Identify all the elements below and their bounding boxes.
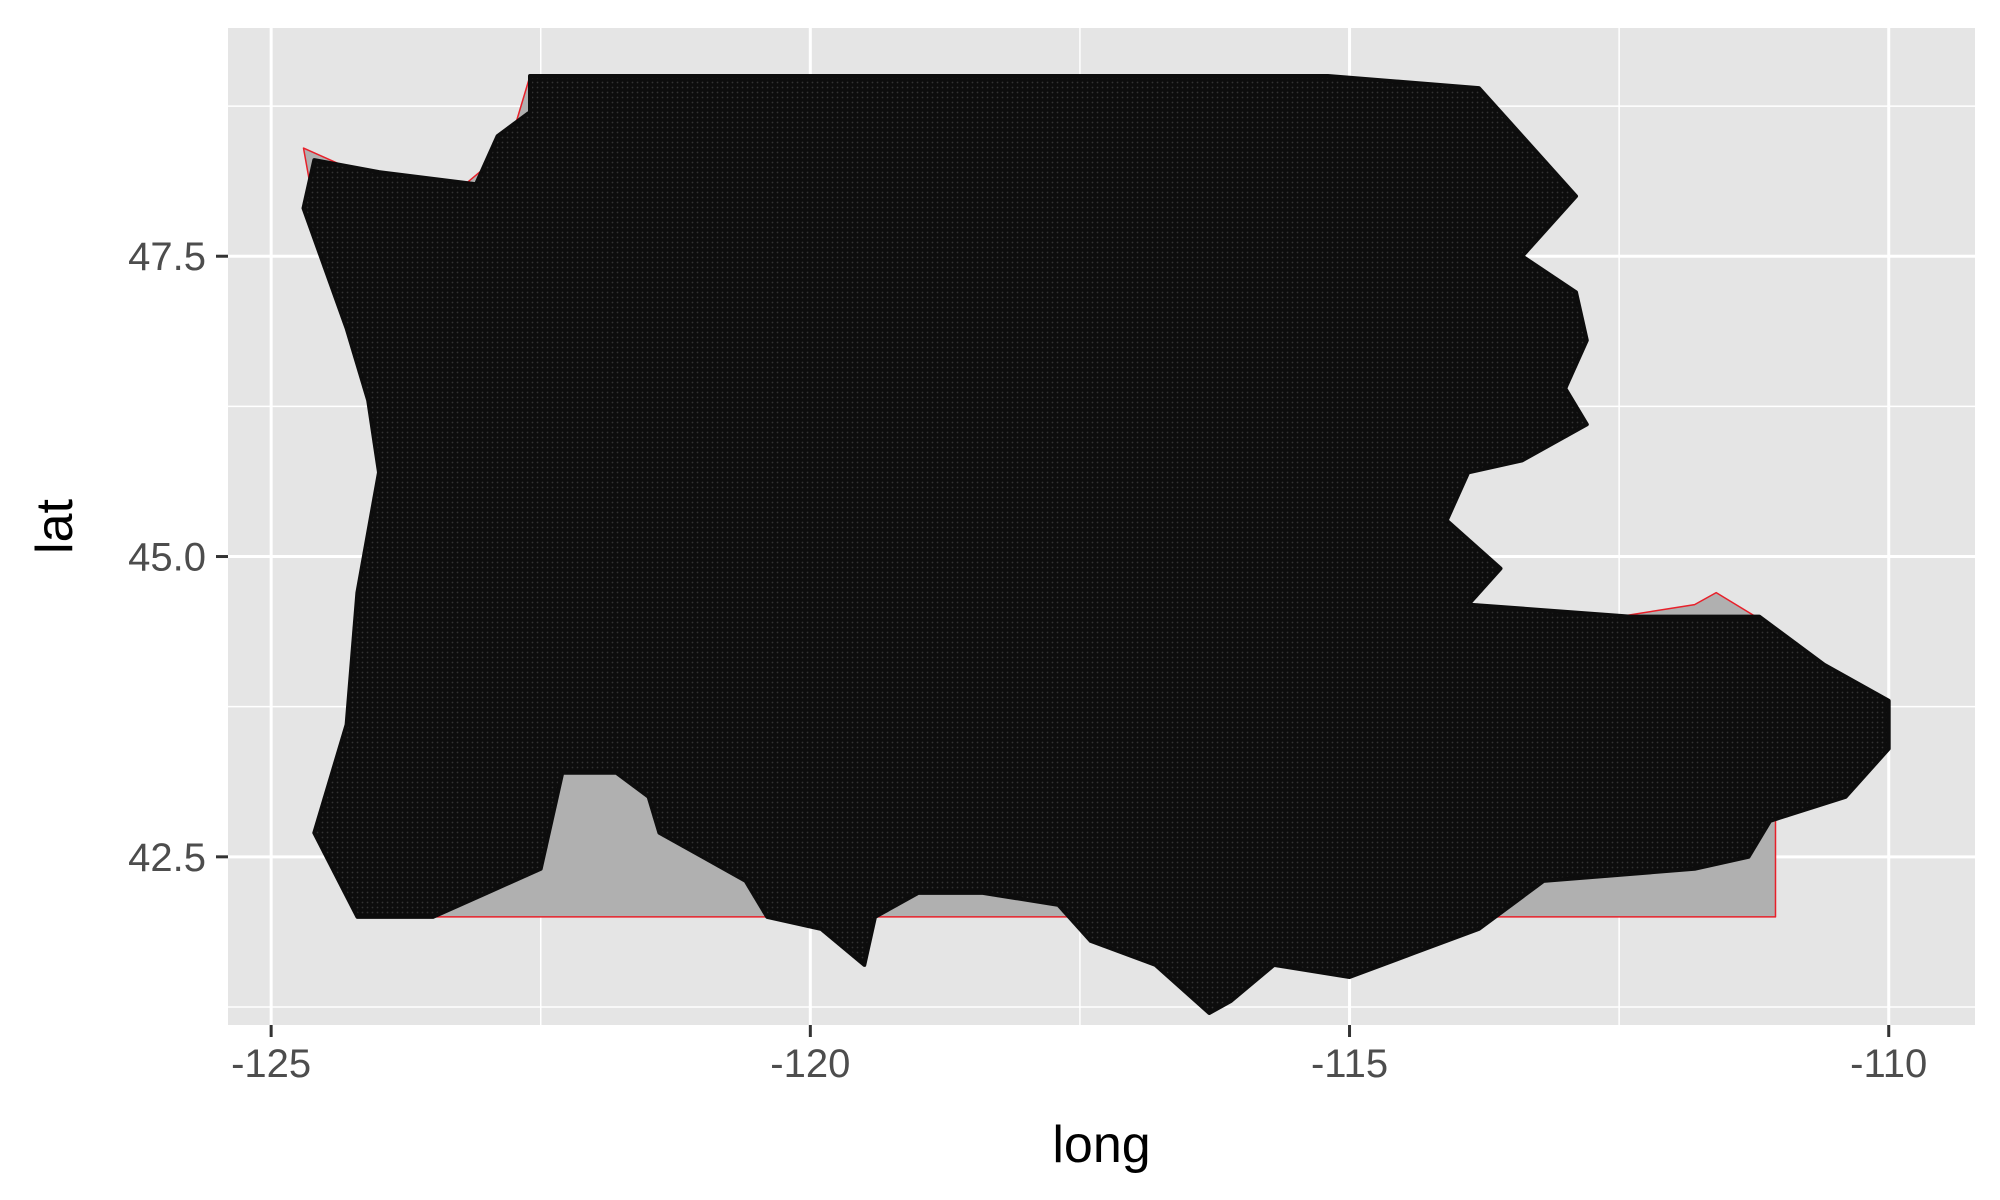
- axes: -125 -120 -115 -110 42.5 45.0 47.5: [128, 235, 1927, 1086]
- x-tick-label: -125: [231, 1042, 311, 1086]
- y-tick-label: 47.5: [128, 235, 206, 279]
- y-tick-label: 45.0: [128, 536, 206, 580]
- x-axis-title: long: [1052, 1116, 1150, 1174]
- map-layers: [301, 74, 1891, 1015]
- y-tick-label: 42.5: [128, 836, 206, 880]
- x-tick-label: -115: [1311, 1042, 1388, 1086]
- x-tick-label: -110: [1850, 1042, 1927, 1086]
- point-cloud: [301, 74, 1891, 1015]
- y-axis-title: lat: [26, 498, 84, 553]
- x-tick-label: -120: [770, 1042, 850, 1086]
